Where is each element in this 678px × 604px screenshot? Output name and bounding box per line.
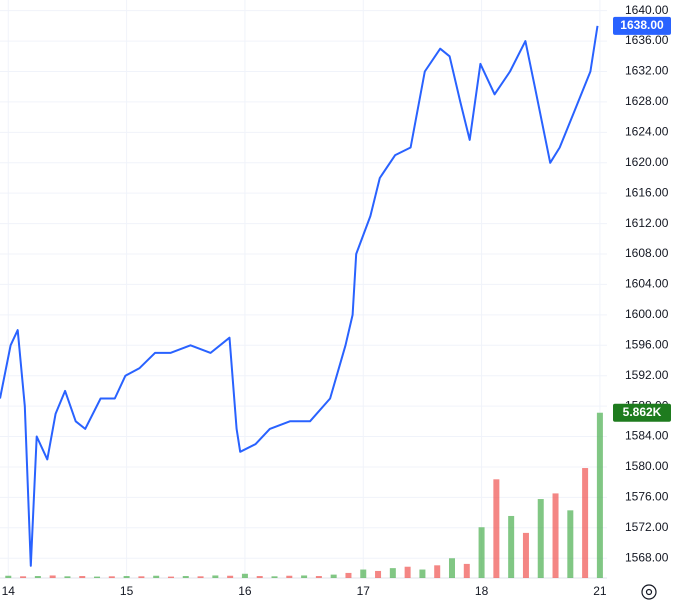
y-tick-label: 1640.00 [625,3,669,17]
x-tick-label: 21 [593,584,607,598]
y-tick-label: 1628.00 [625,94,669,108]
x-tick-label: 16 [238,584,252,598]
y-tick-label: 1584.00 [625,429,669,443]
volume-bar [552,493,559,578]
volume-bar [123,576,130,578]
y-tick-label: 1596.00 [625,337,669,351]
settings-icon[interactable] [641,584,657,600]
x-tick-label: 14 [2,584,16,598]
volume-bar [389,568,396,578]
volume-bar [301,575,308,578]
volume-bar [64,576,71,578]
volume-bar [463,563,470,578]
y-tick-label: 1624.00 [625,125,669,139]
y-tick-label: 1600.00 [625,307,669,321]
volume-bar [434,565,441,578]
volume-bar [212,575,219,578]
x-tick-label: 18 [475,584,489,598]
volume-bar [241,573,248,578]
y-tick-label: 1604.00 [625,277,669,291]
volume-bar [493,479,500,578]
y-tick-label: 1612.00 [625,216,669,230]
settings-core [645,588,653,596]
volume-bar [567,510,574,578]
volume-bar [197,576,204,578]
volume-bar [596,412,603,578]
price-line [0,25,599,567]
volume-bar [286,575,293,578]
volume-bar [271,576,278,578]
volume-bar [34,576,41,578]
volume-bar [5,575,12,578]
y-tick-label: 1620.00 [625,155,669,169]
y-tick-label: 1632.00 [625,64,669,78]
last-value-box [613,403,671,422]
volume-bar [94,576,101,578]
volume-bar [345,572,352,578]
x-tick-label: 15 [120,584,134,598]
volume-bar [522,532,529,578]
volume-bar [256,576,263,578]
volume-bar [108,576,115,578]
y-tick-label: 1636.00 [625,33,669,47]
volume-bar [182,576,189,578]
volume-bar [49,575,56,578]
last-value-label: 1638.00 [620,18,664,32]
y-tick-label: 1568.00 [625,550,669,564]
settings-ring [641,584,657,600]
volume-bar [315,576,322,578]
y-tick-label: 1580.00 [625,459,669,473]
volume-bar [138,576,145,578]
volume-bar [330,574,337,578]
y-tick-label: 1592.00 [625,368,669,382]
volume-bar [419,569,426,578]
volume-bar [20,576,27,578]
volume-bar [508,515,515,578]
volume-bar [153,575,160,578]
volume-bar [79,576,86,578]
grid [0,0,607,578]
volume-bar [360,569,367,578]
x-tick-label: 17 [357,584,371,598]
y-tick-label: 1576.00 [625,490,669,504]
volume-bar [448,558,455,578]
y-tick-label: 1616.00 [625,185,669,199]
y-tick-label: 1572.00 [625,520,669,534]
volume-bar [582,468,589,578]
last-value-box [613,16,671,35]
y-tick-label: 1608.00 [625,246,669,260]
last-value-label: 5.862K [623,405,662,419]
volume-bar [167,576,174,578]
volume-bar [375,570,382,578]
volume-bar [478,527,485,578]
volume-bar [404,566,411,578]
volume-bar [227,575,234,578]
volume-bar [537,499,544,578]
